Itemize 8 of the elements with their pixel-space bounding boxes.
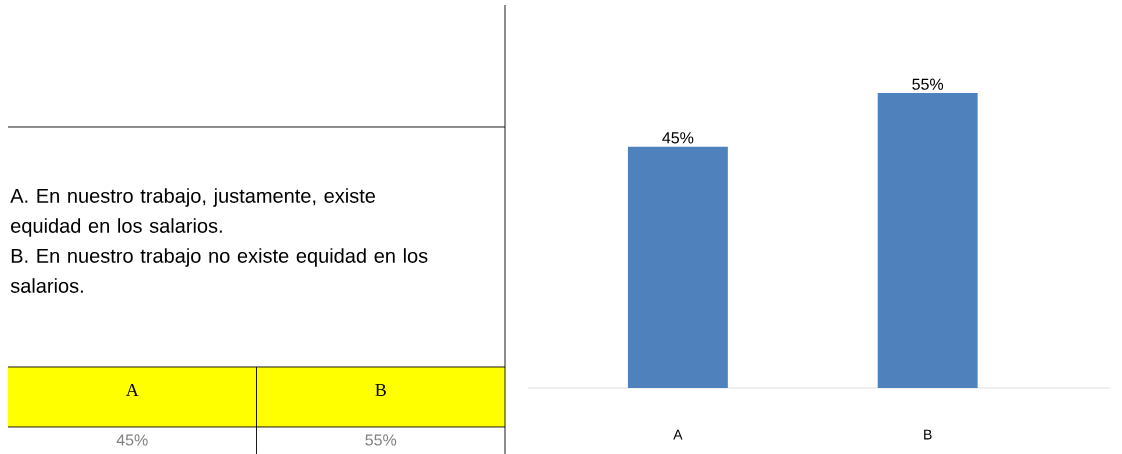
text: A. En nuestro trabajo, justamente, existe equidad en los salarios. [10, 188, 376, 237]
category-label: B [375, 384, 386, 396]
data-label: 55% [912, 78, 944, 90]
data-label: 45% [662, 132, 694, 144]
text: B. En nuestro trabajo no existe equidad en los salarios. [10, 248, 428, 293]
category-label: A [125, 384, 139, 396]
text: 55% [365, 434, 397, 446]
text: 45% [116, 434, 148, 446]
